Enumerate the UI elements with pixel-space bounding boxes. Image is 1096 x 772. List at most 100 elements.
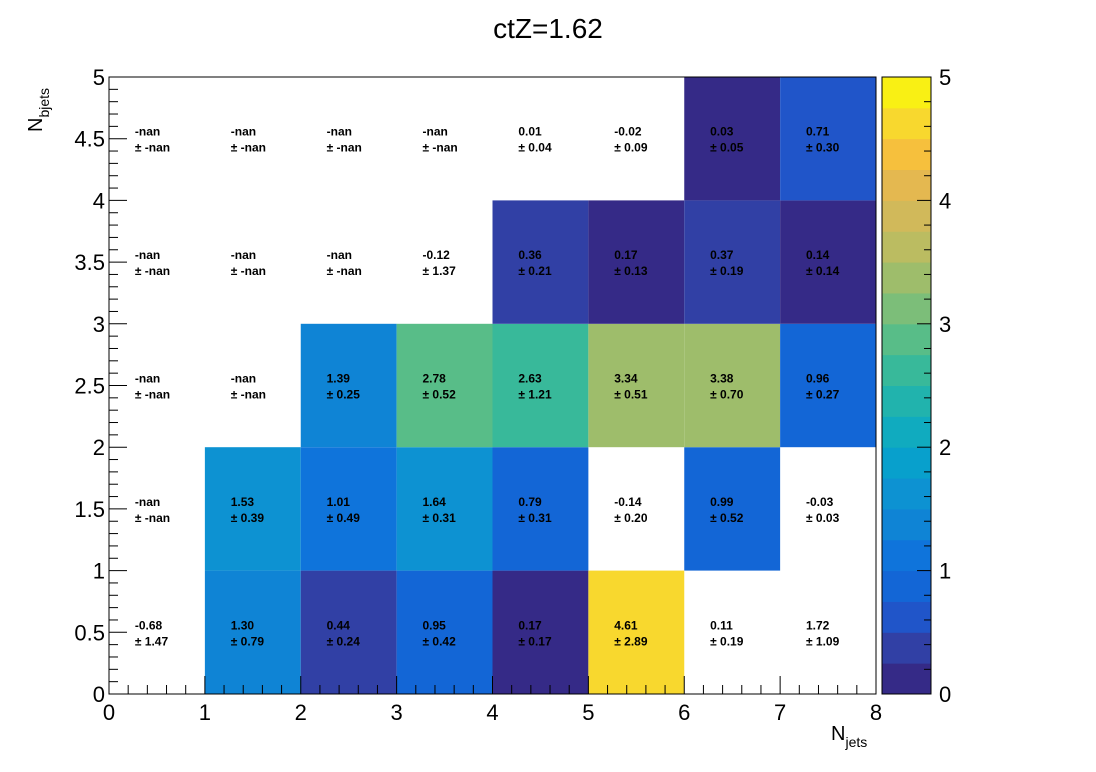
heatmap-cell bbox=[492, 447, 589, 571]
heatmap-cell bbox=[684, 323, 781, 448]
cell-value-label: -nan bbox=[327, 248, 352, 262]
cell-value-label: 2.78 bbox=[423, 372, 447, 386]
colorbar-segment bbox=[882, 323, 931, 356]
cell-error-label: ± 1.21 bbox=[518, 388, 552, 402]
cell-error-label: ± 0.31 bbox=[518, 511, 552, 525]
cell-value-label: -nan bbox=[135, 495, 160, 509]
cell-error-label: ± 0.13 bbox=[614, 264, 648, 278]
heatmap-cell bbox=[300, 447, 397, 571]
y-tick-label: 5 bbox=[93, 65, 105, 90]
cell-value-label: 1.72 bbox=[806, 618, 830, 632]
y-tick-label: 1 bbox=[93, 559, 105, 584]
heatmap-cell bbox=[300, 323, 397, 448]
cell-error-label: ± 0.24 bbox=[327, 634, 361, 648]
cell-error-label: ± 0.14 bbox=[806, 264, 840, 278]
colorbar-segment bbox=[882, 570, 931, 602]
colorbar-tick-label: 3 bbox=[939, 312, 951, 337]
x-tick-label: 1 bbox=[199, 700, 211, 725]
cell-error-label: ± 0.19 bbox=[710, 264, 744, 278]
cell-error-label: ± 0.49 bbox=[327, 511, 361, 525]
cell-error-label: ± 0.25 bbox=[327, 388, 361, 402]
y-tick-label: 2 bbox=[93, 435, 105, 460]
cell-value-label: 0.79 bbox=[518, 495, 542, 509]
heatmap-cell bbox=[492, 570, 589, 694]
cell-error-label: ± 0.09 bbox=[614, 141, 648, 155]
cell-value-label: 1.53 bbox=[231, 495, 255, 509]
cell-error-label: ± 0.04 bbox=[518, 141, 552, 155]
colorbar: 0 1 2 3 4 5 bbox=[881, 65, 951, 707]
colorbar-segment bbox=[882, 447, 931, 479]
y-axis-title-main: N bbox=[25, 118, 47, 132]
cell-value-label: -nan bbox=[135, 125, 160, 139]
cell-value-label: 1.39 bbox=[327, 372, 351, 386]
colorbar-segment bbox=[882, 385, 931, 417]
cell-value-label: -0.14 bbox=[614, 495, 642, 509]
cell-error-label: ± 0.31 bbox=[423, 511, 457, 525]
colorbar-tick-label: 2 bbox=[939, 435, 951, 460]
heatmap-cell bbox=[588, 323, 685, 448]
cell-value-label: 0.96 bbox=[806, 372, 830, 386]
colorbar-tick-label: 5 bbox=[939, 65, 951, 90]
cell-error-label: ± -nan bbox=[231, 264, 266, 278]
colorbar-segment bbox=[882, 632, 931, 664]
cell-error-label: ± 1.37 bbox=[423, 264, 457, 278]
y-axis-title: Nbjets bbox=[25, 88, 52, 132]
cell-error-label: ± -nan bbox=[423, 141, 458, 155]
cell-value-label: 3.38 bbox=[710, 372, 734, 386]
cell-error-label: ± 0.03 bbox=[806, 511, 840, 525]
colorbar-frame bbox=[881, 76, 932, 695]
heatmap-cell bbox=[492, 323, 589, 448]
cell-value-label: 0.14 bbox=[806, 248, 830, 262]
cell-value-label: 0.11 bbox=[710, 618, 733, 632]
cell-error-label: ± 0.05 bbox=[710, 141, 744, 155]
colorbar-segment bbox=[882, 663, 931, 695]
y-tick-label: 0 bbox=[93, 682, 105, 707]
cell-value-label: 0.95 bbox=[423, 618, 447, 632]
heatmap-cell bbox=[204, 570, 301, 694]
x-axis-title-sub: jets bbox=[844, 734, 867, 750]
cell-value-label: 1.64 bbox=[423, 495, 447, 509]
y-tick-label: 3.5 bbox=[74, 250, 105, 275]
heatmap-cell bbox=[396, 447, 493, 571]
heatmap-cell bbox=[396, 570, 493, 694]
cell-value-label: 0.03 bbox=[710, 125, 734, 139]
colorbar-segment bbox=[882, 107, 931, 140]
y-tick-label: 1.5 bbox=[74, 497, 105, 522]
cell-value-label: -nan bbox=[135, 372, 160, 386]
colorbar-segment bbox=[882, 292, 931, 325]
heatmap-cell bbox=[684, 200, 781, 324]
colorbar-tick-label: 1 bbox=[939, 559, 951, 584]
cell-labels: -0.68 ± 1.47 1.30 ± 0.79 0.44 ± 0.24 0.95 ± 0.4… bbox=[135, 125, 840, 649]
x-axis-title-main: N bbox=[831, 723, 845, 745]
heatmap-cell bbox=[780, 200, 876, 324]
heatmap-cell bbox=[780, 323, 876, 448]
y-tick-label: 4.5 bbox=[74, 127, 105, 152]
heatmap-cell bbox=[588, 570, 685, 694]
cell-error-label: ± 0.51 bbox=[614, 388, 648, 402]
x-tick-label: 5 bbox=[582, 700, 594, 725]
heatmap-cell bbox=[780, 77, 876, 201]
cell-error-label: ± 0.17 bbox=[518, 634, 552, 648]
heatmap-cell bbox=[588, 200, 685, 324]
heatmap-cell bbox=[492, 200, 589, 324]
x-tick-label: 4 bbox=[486, 700, 498, 725]
cell-value-label: 0.17 bbox=[614, 248, 638, 262]
cell-value-label: 2.63 bbox=[518, 372, 542, 386]
cell-error-label: ± -nan bbox=[135, 511, 170, 525]
cell-value-label: 0.71 bbox=[806, 125, 830, 139]
heatmap-cell bbox=[684, 77, 781, 201]
axes: 0 1 2 3 4 5 6 7 8 0 0.5 1 1.5 2 2.5 3 3.5 4 4.5 5 bbox=[74, 65, 882, 725]
cell-error-label: ± -nan bbox=[135, 264, 170, 278]
cell-error-label: ± 0.52 bbox=[710, 511, 744, 525]
y-tick-label: 0.5 bbox=[74, 620, 105, 645]
x-tick-label: 8 bbox=[870, 700, 882, 725]
cell-error-label: ± -nan bbox=[231, 388, 266, 402]
y-tick-label: 2.5 bbox=[74, 374, 105, 399]
colorbar-segment bbox=[882, 354, 931, 386]
heatmap-cells bbox=[204, 77, 876, 694]
cell-error-label: ± 0.30 bbox=[806, 141, 840, 155]
y-axis-title-sub: bjets bbox=[36, 88, 52, 118]
cell-value-label: 1.30 bbox=[231, 618, 255, 632]
cell-value-label: 0.37 bbox=[710, 248, 734, 262]
